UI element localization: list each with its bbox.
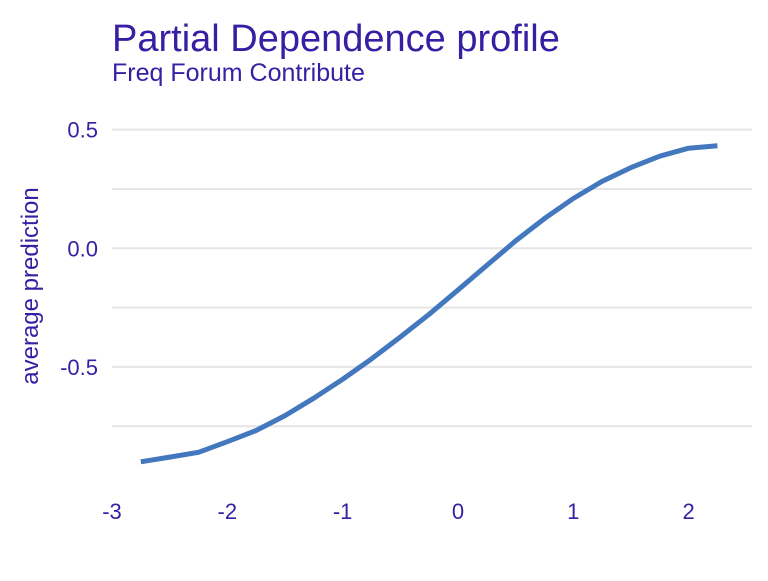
- x-tick-label: -1: [333, 499, 353, 524]
- chart-subtitle: Freq Forum Contribute: [112, 59, 365, 87]
- x-tick-label: 0: [452, 499, 464, 524]
- y-axis-label: average prediction: [17, 187, 44, 384]
- y-tick-label: 0.5: [67, 118, 98, 143]
- chart-title: Partial Dependence profile: [112, 18, 560, 60]
- x-tick-label: -2: [218, 499, 238, 524]
- x-tick-label: -3: [102, 499, 122, 524]
- grid-lines: [112, 128, 752, 428]
- y-tick-label: 0.0: [67, 236, 98, 261]
- x-tick-label: 2: [682, 499, 694, 524]
- series-line: [140, 143, 718, 465]
- x-tick-label: 1: [567, 499, 579, 524]
- x-tick-labels: -3 -2 -1 0 1 2: [102, 499, 694, 524]
- series-layer: [140, 143, 718, 465]
- y-tick-label: -0.5: [60, 355, 98, 380]
- y-tick-labels: -0.5 0.0 0.5: [60, 118, 98, 380]
